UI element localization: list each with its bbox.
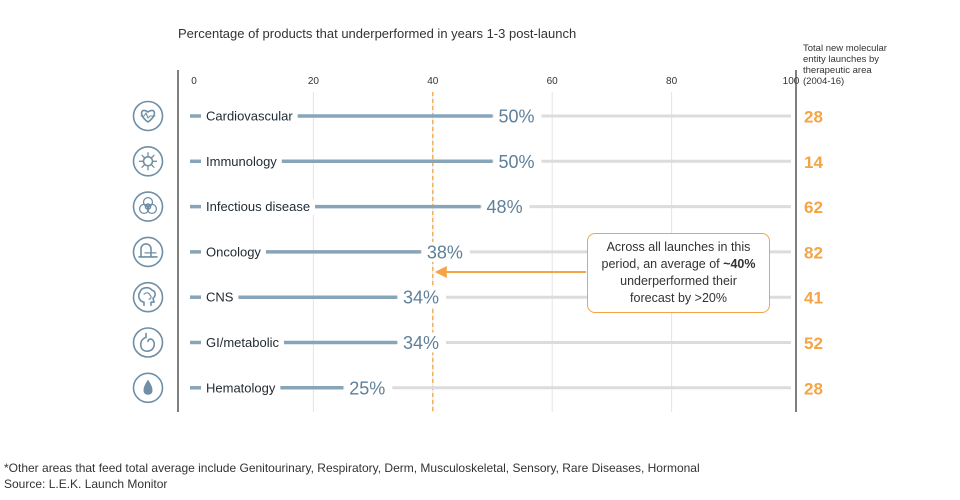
heart-icon <box>132 100 164 132</box>
stomach-icon-ring <box>132 327 164 358</box>
x-tick-label: 60 <box>547 76 559 87</box>
stomach-icon <box>132 327 164 358</box>
annotation-line-1: Across all launches in this <box>606 240 751 254</box>
category-label: Cardiovascular <box>206 109 293 124</box>
x-tick-label: 80 <box>666 76 678 87</box>
label-knockout <box>201 198 316 215</box>
right-column-header: Total new molecular <box>803 43 887 54</box>
right-column-header: entity launches by <box>803 54 879 65</box>
label-knockout <box>201 153 282 170</box>
virus-spike <box>141 154 146 159</box>
x-tick-label: 100 <box>783 76 800 87</box>
value-label: 50% <box>499 152 535 172</box>
value-knockout <box>397 332 447 353</box>
value-label: 25% <box>349 378 385 398</box>
label-knockout <box>201 379 281 396</box>
x-tick-label: 40 <box>427 76 439 87</box>
value-knockout <box>481 196 530 217</box>
value-knockout <box>421 241 470 262</box>
brain-icon <box>132 281 164 313</box>
average-annotation-box: Across all launches in this period, an a… <box>587 233 770 313</box>
annotation-arrow-head <box>434 266 447 278</box>
biohazard-lobe <box>138 203 150 215</box>
virus-spike <box>150 164 155 168</box>
biohazard-lobe <box>146 203 158 215</box>
label-knockout <box>201 108 298 124</box>
total-launches-value: 62 <box>804 198 823 217</box>
value-label: 34% <box>403 288 439 308</box>
scanner-icon-ring <box>132 236 164 268</box>
category-label: Infectious disease <box>206 199 310 214</box>
virus-icon-ring <box>132 146 164 177</box>
annotation-line-2a: period, an average of <box>601 257 724 271</box>
total-launches-value: 52 <box>804 334 823 353</box>
drop-shape <box>143 379 153 395</box>
value-knockout <box>397 287 447 308</box>
virus-spike <box>150 154 155 159</box>
x-tick-label: 0 <box>191 76 197 87</box>
category-label: Hematology <box>206 380 276 395</box>
virus-spike <box>141 164 146 168</box>
total-launches-value: 41 <box>804 289 823 308</box>
annotation-average: ~40% <box>723 257 756 271</box>
blood-drop-icon <box>132 372 164 404</box>
total-launches-value: 28 <box>804 379 823 398</box>
label-knockout <box>201 243 266 260</box>
total-launches-value: 14 <box>804 153 823 172</box>
total-launches-value: 28 <box>804 108 823 127</box>
chart-title: Percentage of products that underperform… <box>178 26 576 41</box>
source-note: Source: L.E.K. Launch Monitor <box>4 477 168 491</box>
right-column-header: (2004-16) <box>803 76 844 87</box>
brain-shape <box>143 292 152 300</box>
virus-icon <box>132 146 164 177</box>
scanner-arch <box>140 243 152 258</box>
heartbeat-line <box>140 112 156 119</box>
category-label: Oncology <box>206 244 261 259</box>
scanner-icon <box>132 236 164 268</box>
value-label: 38% <box>427 242 463 262</box>
value-label: 48% <box>487 197 523 217</box>
footnote: *Other areas that feed total average inc… <box>4 461 700 475</box>
x-tick-label: 20 <box>308 76 320 87</box>
head-profile <box>138 286 156 306</box>
value-label: 34% <box>403 333 439 353</box>
label-knockout <box>201 334 284 351</box>
category-label: Immunology <box>206 154 277 169</box>
value-knockout <box>493 106 542 126</box>
value-knockout <box>344 377 393 398</box>
annotation-line-3: underperformed their <box>620 274 737 288</box>
value-label: 50% <box>499 107 535 127</box>
category-label: GI/metabolic <box>206 335 279 350</box>
label-knockout <box>201 289 239 306</box>
value-knockout <box>493 151 542 172</box>
category-label: CNS <box>206 290 234 305</box>
annotation-line-4: forecast by >20% <box>630 291 727 305</box>
stomach-shape <box>139 332 156 352</box>
right-column-header: therapeutic area <box>803 65 872 76</box>
heart-icon-ring <box>132 100 164 132</box>
total-launches-value: 82 <box>804 243 823 262</box>
biohazard-icon <box>132 191 164 222</box>
